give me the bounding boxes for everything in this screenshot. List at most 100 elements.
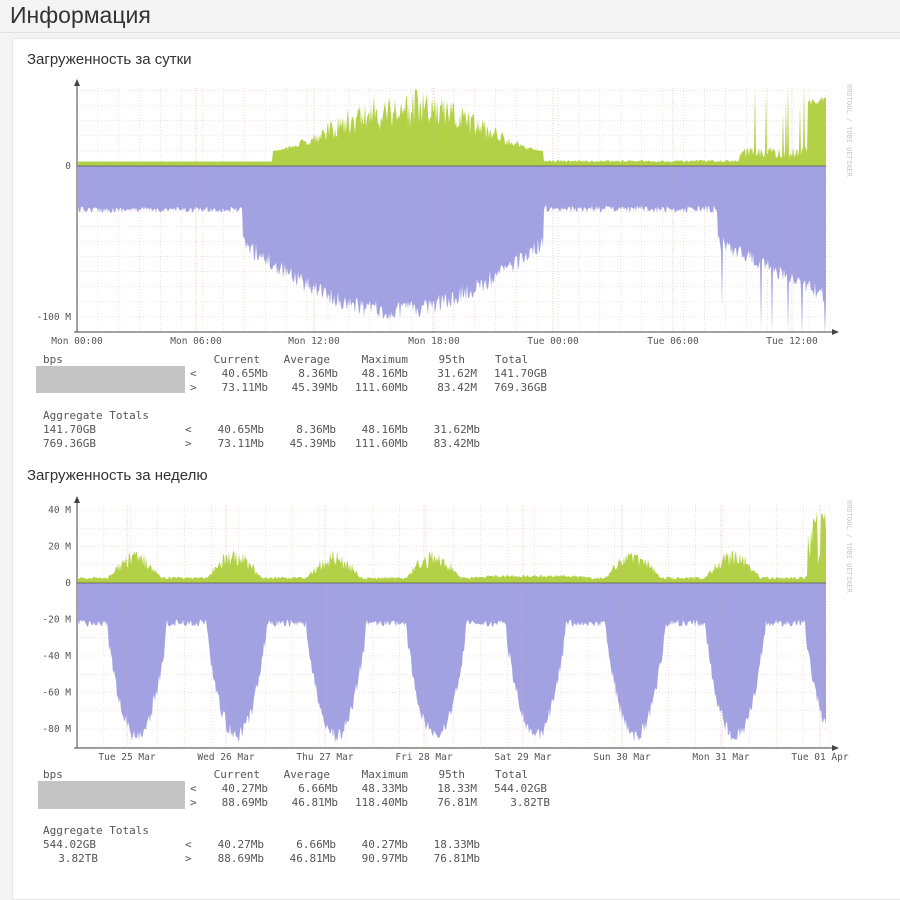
row-value: 6.66Mb [298, 782, 338, 795]
aggregate-title: Aggregate Totals [43, 409, 149, 422]
row-value: 31.62M [437, 367, 477, 380]
row-value: 73.11Mb [221, 381, 268, 394]
header-total: Total [495, 768, 529, 781]
row-value: 48.16Mb [361, 367, 408, 380]
aggregate-value: 40.65Mb [217, 423, 264, 436]
row-value: 40.65Mb [221, 367, 268, 380]
x-tick-label: Mon 06:00 [170, 336, 222, 347]
stats-unit: bps [43, 353, 63, 366]
y-tick-label: -40 M [42, 651, 71, 662]
weekly-stats-table: bps Current Average Maximum 95th Total <… [0, 768, 900, 878]
header-95th: 95th [438, 353, 466, 366]
daily-stats-table: bps Current Average Maximum 95th Total <… [0, 353, 900, 463]
aggregate-value: 73.11Mb [217, 437, 264, 450]
x-tick-label: Mon 31 Mar [692, 752, 749, 763]
y-axis-arrow [74, 79, 80, 86]
stats-unit: bps [43, 768, 63, 781]
y-tick-label: -80 M [42, 724, 71, 735]
row-value: 18.33M [437, 782, 477, 795]
aggregate-value: 45.39Mb [289, 437, 336, 450]
inbound-area [78, 510, 826, 583]
aggregate-value: 8.36Mb [296, 423, 336, 436]
aggregate-value: 83.42Mb [433, 437, 480, 450]
inbound-area [78, 84, 826, 166]
header-average: Average [283, 768, 330, 781]
row-value: 48.33Mb [361, 782, 408, 795]
x-tick-label: Sat 29 Mar [494, 752, 551, 763]
x-tick-label: Tue 01 Apr [791, 752, 848, 763]
x-tick-label: Mon 12:00 [288, 336, 340, 347]
aggregate-dir: < [185, 838, 192, 851]
x-axis-arrow [832, 745, 839, 751]
row-dir: > [190, 381, 197, 394]
y-tick-label: -100 M [37, 312, 72, 323]
header-current: Current [213, 768, 260, 781]
aggregate-dir: > [185, 852, 192, 865]
aggregate-total: 141.70GB [43, 423, 96, 436]
aggregate-dir: > [185, 437, 192, 450]
header-95th: 95th [438, 768, 466, 781]
rrdtool-watermark: RRDTOOL / TOBI OETIKER [845, 500, 853, 594]
aggregate-value: 6.66Mb [296, 838, 336, 851]
aggregate-dir: < [185, 423, 192, 436]
redacted-label [38, 781, 185, 809]
header-maximum: Maximum [361, 353, 408, 366]
x-tick-label: Mon 18:00 [408, 336, 460, 347]
outbound-area [78, 166, 826, 336]
x-tick-label: Tue 06:00 [647, 336, 699, 347]
row-value: 769.36GB [494, 381, 547, 394]
aggregate-value: 76.81Mb [433, 852, 480, 865]
aggregate-total: 544.02GB [43, 838, 96, 851]
row-value: 45.39Mb [291, 381, 338, 394]
rrdtool-watermark: RRDTOOL / TOBI OETIKER [845, 84, 853, 178]
aggregate-value: 18.33Mb [433, 838, 480, 851]
redacted-label [36, 366, 185, 393]
row-value: 141.70GB [494, 367, 547, 380]
x-tick-label: Fri 28 Mar [395, 752, 452, 763]
aggregate-value: 40.27Mb [217, 838, 264, 851]
x-tick-label: Tue 25 Mar [98, 752, 155, 763]
row-value: 46.81Mb [291, 796, 338, 809]
header-maximum: Maximum [361, 768, 408, 781]
aggregate-total: 769.36GB [43, 437, 96, 450]
top-bar: Информация [0, 0, 900, 33]
x-tick-label: Mon 00:00 [51, 336, 103, 347]
y-tick-label: 40 M [48, 505, 71, 516]
row-dir: < [190, 782, 197, 795]
x-tick-label: Sun 30 Mar [593, 752, 650, 763]
header-current: Current [213, 353, 260, 366]
x-tick-label: Tue 12:00 [766, 336, 818, 347]
row-value: 544.02GB [494, 782, 547, 795]
y-axis-arrow [74, 496, 80, 503]
outbound-area [78, 583, 826, 744]
row-value: 8.36Mb [298, 367, 338, 380]
x-axis-arrow [832, 329, 839, 335]
aggregate-value: 90.97Mb [361, 852, 408, 865]
x-tick-label: Thu 27 Mar [296, 752, 353, 763]
header-average: Average [283, 353, 330, 366]
x-tick-label: Tue 00:00 [527, 336, 579, 347]
daily-traffic-graph: 0 -100 M Mon 00:00 Mon 06:00 Mon 12:00 Mon 18… [37, 79, 853, 347]
aggregate-value: 48.16Mb [361, 423, 408, 436]
aggregate-value: 46.81Mb [289, 852, 336, 865]
row-dir: > [190, 796, 197, 809]
row-value: 83.42M [437, 381, 477, 394]
y-tick-label: 0 [65, 161, 71, 172]
page-title: Информация [10, 2, 151, 28]
row-dir: < [190, 367, 197, 380]
weekly-graph-title: Загруженность за неделю [27, 467, 208, 484]
row-value: 88.69Mb [221, 796, 268, 809]
daily-graph-title: Загруженность за сутки [27, 51, 192, 68]
aggregate-total: 3.82TB [58, 852, 98, 865]
aggregate-value: 88.69Mb [217, 852, 264, 865]
y-tick-label: 0 [65, 578, 71, 589]
x-tick-label: Wed 26 Mar [197, 752, 254, 763]
y-tick-label: -20 M [42, 615, 71, 626]
aggregate-value: 40.27Mb [361, 838, 408, 851]
aggregate-title: Aggregate Totals [43, 824, 149, 837]
row-value: 40.27Mb [221, 782, 268, 795]
row-value: 3.82TB [510, 796, 550, 809]
y-tick-label: -60 M [42, 688, 71, 699]
weekly-traffic-graph: 40 M 20 M 0 -20 M -40 M -60 M -80 M Tue 25 Mar W… [42, 496, 853, 763]
row-value: 118.40Mb [355, 796, 408, 809]
